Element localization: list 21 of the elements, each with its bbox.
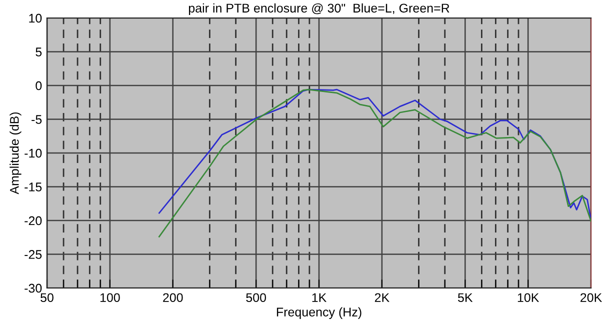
y-tick-label: -20 xyxy=(24,216,42,226)
x-tick-label: 5K xyxy=(458,293,473,302)
x-tick-label: 10K xyxy=(518,293,540,302)
x-tick-label: 2K xyxy=(374,293,390,302)
x-axis-title: Frequency (Hz) xyxy=(276,307,362,319)
chart-title: pair in PTB enclosure @ 30" Blue=L, Green=R xyxy=(188,3,450,16)
y-tick-label: -5 xyxy=(32,115,42,124)
y-axis-title: Amplitude (dB) xyxy=(10,112,22,194)
y-tick-label: 0 xyxy=(36,81,42,90)
y-tick-label: -15 xyxy=(24,182,42,192)
y-tick-label: -25 xyxy=(24,250,42,259)
y-tick-label: -10 xyxy=(24,148,42,158)
x-tick-label: 20K xyxy=(580,293,602,302)
x-tick-label: 50 xyxy=(40,293,54,302)
x-tick-label: 100 xyxy=(100,293,120,302)
y-tick-label: 10 xyxy=(29,14,42,23)
x-tick-label: 1K xyxy=(312,293,327,302)
y-tick-label: 5 xyxy=(36,48,42,56)
x-tick-label: 200 xyxy=(163,293,183,302)
y-tick-label: -30 xyxy=(24,284,42,293)
x-tick-label: 500 xyxy=(246,293,266,302)
